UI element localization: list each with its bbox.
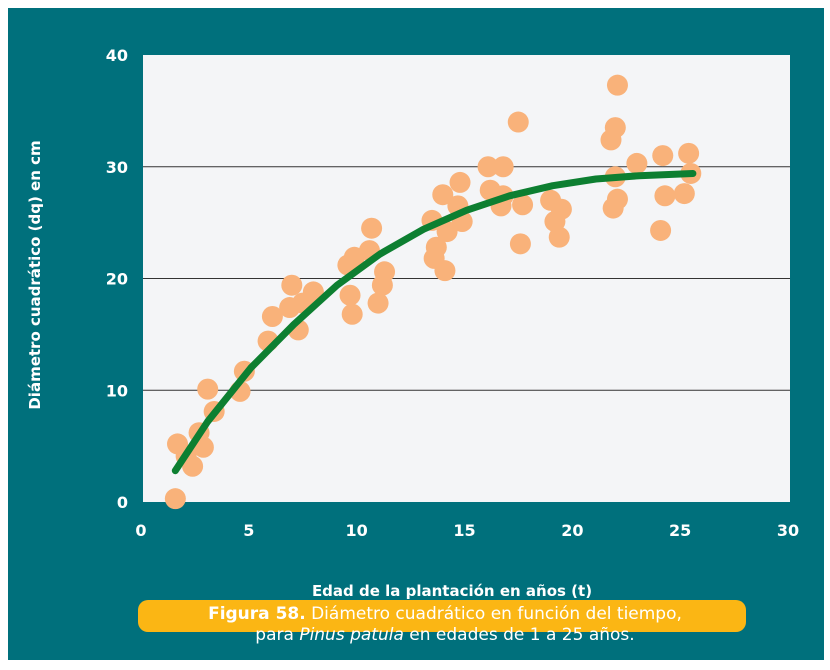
data-point xyxy=(341,303,363,325)
gridlines xyxy=(143,166,790,391)
y-tick-label: 20 xyxy=(106,270,128,289)
x-tick-label: 0 xyxy=(135,521,146,540)
data-point xyxy=(652,145,674,167)
data-point xyxy=(449,171,471,193)
species-name: Pinus patula xyxy=(299,625,404,645)
data-point xyxy=(164,488,186,510)
caption-box xyxy=(138,600,746,632)
data-point xyxy=(182,455,204,477)
data-point xyxy=(425,236,447,258)
data-point xyxy=(367,292,389,314)
data-point xyxy=(548,226,570,248)
data-point xyxy=(650,219,672,241)
data-point xyxy=(339,284,361,306)
caption-line-2-post: en edades de 1 a 25 años. xyxy=(403,625,635,645)
data-point xyxy=(197,378,219,400)
data-point xyxy=(654,185,676,207)
data-point xyxy=(673,183,695,205)
caption-line-1-text: Diámetro cuadrático en función del tiemp… xyxy=(305,604,682,624)
data-point xyxy=(432,184,454,206)
y-tick-label: 40 xyxy=(106,46,128,65)
data-point xyxy=(281,274,303,296)
y-axis-title: Diámetro cuadrático (dq) en cm xyxy=(26,140,44,409)
data-point xyxy=(436,221,458,243)
x-tick-label: 5 xyxy=(243,521,254,540)
data-point xyxy=(678,142,700,164)
caption-line-2: para Pinus patula en edades de 1 a 25 añ… xyxy=(120,625,770,646)
data-point xyxy=(606,188,628,210)
x-tick-label: 20 xyxy=(561,521,583,540)
x-tick-label: 25 xyxy=(669,521,691,540)
x-tick-label: 30 xyxy=(777,521,799,540)
trend-line xyxy=(171,170,697,475)
data-point xyxy=(509,233,531,255)
data-point xyxy=(492,156,514,178)
caption-line-2-pre: para xyxy=(255,625,300,645)
data-point xyxy=(261,305,283,327)
data-point xyxy=(604,117,626,139)
data-point xyxy=(626,152,648,174)
data-point xyxy=(512,194,534,216)
data-point xyxy=(606,74,628,96)
x-axis-title: Edad de la plantación en años (t) xyxy=(312,582,592,600)
y-tick-label: 0 xyxy=(117,493,128,512)
data-point xyxy=(507,111,529,133)
y-tick-label: 10 xyxy=(106,381,128,400)
data-point xyxy=(302,281,324,303)
data-point xyxy=(550,198,572,220)
caption-line-1: Figura 58. Diámetro cuadrático en funció… xyxy=(120,604,770,625)
tick-labels: 0 10 20 30 40 0 5 10 15 20 25 30 xyxy=(106,46,799,540)
x-tick-label: 10 xyxy=(346,521,368,540)
x-tick-label: 15 xyxy=(453,521,475,540)
data-point xyxy=(361,217,383,239)
data-point xyxy=(434,260,456,282)
data-point xyxy=(477,156,499,178)
figure-number: Figura 58. xyxy=(208,604,306,624)
figure-caption: Figura 58. Diámetro cuadrático en funció… xyxy=(120,604,770,646)
y-tick-label: 30 xyxy=(106,158,128,177)
data-point xyxy=(374,261,396,283)
